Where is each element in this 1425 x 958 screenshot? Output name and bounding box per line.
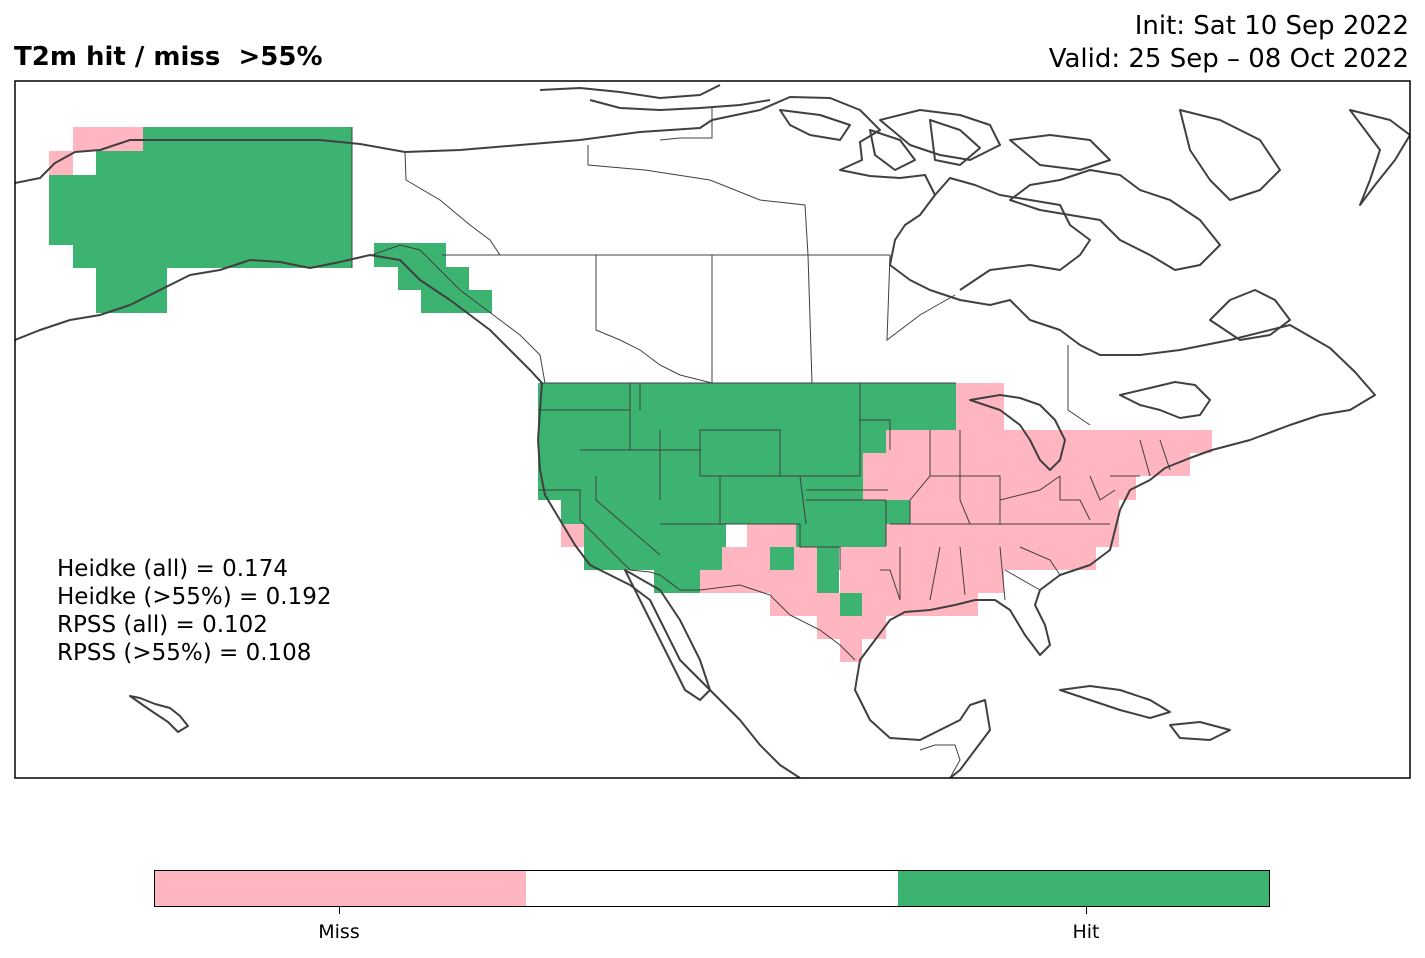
valid-period: Valid: 25 Sep – 08 Oct 2022: [1048, 44, 1409, 74]
colorbar-tick-hit: [1086, 907, 1087, 914]
miss-cell: [862, 593, 978, 616]
colorbar-neutral-segment: [526, 871, 898, 906]
colorbar-tick-miss: [339, 907, 340, 914]
conus-cells: [538, 383, 1212, 662]
init-date: Init: Sat 10 Sep 2022: [1134, 11, 1409, 41]
miss-cell: [700, 570, 817, 593]
miss-cell: [910, 500, 1119, 524]
hit-cell: [584, 547, 722, 570]
hit-cell: [143, 127, 352, 268]
miss-cell: [840, 639, 862, 662]
colorbar-label-hit: Hit: [1072, 921, 1100, 943]
hit-cell: [796, 524, 886, 547]
coastlines: [15, 84, 1410, 778]
hit-cell: [654, 570, 700, 593]
colorbar: [154, 870, 1270, 907]
rpss-55: RPSS (>55%) = 0.108: [57, 640, 312, 666]
hit-cell: [840, 593, 862, 616]
date-info: Init: Sat 10 Sep 2022 Valid: 25 Sep – 08…: [1049, 10, 1409, 76]
map-title: T2m hit / miss >55%: [14, 42, 323, 72]
miss-cell: [886, 476, 1136, 500]
hit-cell: [73, 245, 96, 268]
heidke-55: Heidke (>55%) = 0.192: [57, 584, 332, 610]
miss-cell: [886, 524, 1119, 547]
colorbar-label-miss: Miss: [318, 921, 360, 943]
miss-cell: [817, 616, 886, 639]
hit-cell: [538, 476, 863, 500]
hit-cell: [817, 547, 839, 593]
miss-cell: [794, 547, 817, 570]
map-frame: [14, 80, 1411, 779]
heidke-all: Heidke (all) = 0.174: [57, 556, 288, 582]
miss-cell: [1072, 430, 1212, 453]
miss-cell: [863, 453, 886, 500]
miss-cell: [886, 430, 1072, 476]
colorbar-hit-segment: [897, 871, 1269, 906]
miss-cell: [722, 547, 770, 570]
miss-cell: [956, 383, 1004, 430]
skill-scores: Heidke (all) = 0.174 Heidke (>55%) = 0.1…: [57, 555, 331, 667]
hit-cell: [96, 151, 143, 268]
hit-cell: [374, 243, 446, 267]
hit-cell: [49, 175, 96, 245]
hit-cell: [584, 524, 726, 547]
hit-cell: [398, 267, 469, 290]
political-borders: [351, 108, 1171, 778]
miss-cell: [840, 547, 1096, 570]
map-panel: [14, 80, 1411, 779]
hit-cell: [538, 383, 956, 430]
rpss-all: RPSS (all) = 0.102: [57, 612, 268, 638]
colorbar-miss-segment: [155, 871, 527, 906]
hit-cell: [561, 500, 910, 524]
miss-cell: [840, 570, 1004, 593]
hit-cell: [770, 547, 794, 570]
miss-cell: [770, 593, 840, 616]
hit-cell: [96, 268, 167, 313]
miss-cell: [1072, 453, 1190, 476]
hit-cell: [538, 430, 886, 476]
miss-cell: [747, 524, 796, 547]
alaska-cells: [49, 127, 492, 313]
hit-cell: [421, 290, 492, 313]
